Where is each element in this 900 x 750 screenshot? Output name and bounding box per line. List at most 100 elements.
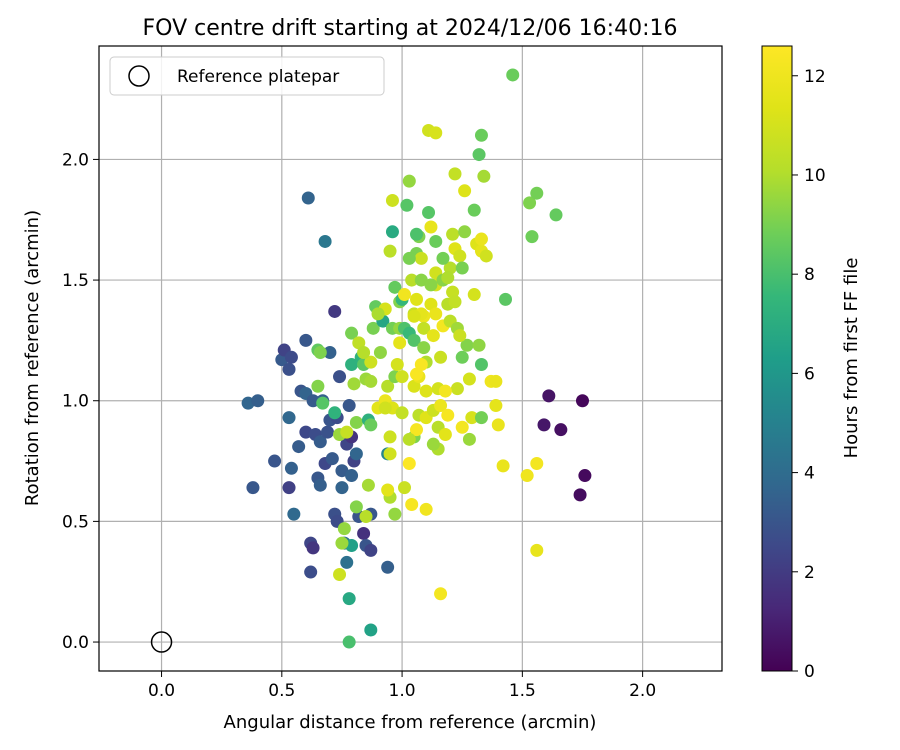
data-point <box>422 206 436 220</box>
data-point <box>364 623 378 637</box>
data-point <box>436 251 450 265</box>
data-point <box>397 288 411 302</box>
y-tick-label: 1.0 <box>62 392 89 412</box>
data-point <box>395 370 409 384</box>
data-point <box>337 522 351 536</box>
data-point <box>357 526 371 540</box>
data-point <box>455 261 469 275</box>
x-tick-label: 2.0 <box>629 681 656 701</box>
data-point <box>499 292 513 306</box>
data-point <box>301 191 315 205</box>
data-point <box>381 379 395 393</box>
data-point <box>407 333 421 347</box>
data-point <box>405 497 419 511</box>
colorbar-label: Hours from first FF file <box>841 258 862 459</box>
data-point <box>342 592 356 606</box>
data-point <box>328 304 342 318</box>
data-point <box>429 126 443 140</box>
data-point <box>373 345 387 359</box>
data-point <box>402 432 416 446</box>
data-points <box>241 68 592 649</box>
data-point <box>390 358 404 372</box>
x-tick-label: 1.0 <box>389 681 416 701</box>
data-point <box>426 329 440 343</box>
data-point <box>417 321 431 335</box>
data-point <box>489 399 503 413</box>
data-point <box>364 355 378 369</box>
data-point <box>282 362 296 376</box>
data-point <box>414 358 428 372</box>
data-point <box>438 428 452 442</box>
data-point <box>402 251 416 265</box>
data-point <box>287 507 301 521</box>
data-point <box>335 481 349 495</box>
data-point <box>448 295 462 309</box>
x-tick-label: 0.5 <box>268 681 295 701</box>
data-point <box>340 555 354 569</box>
data-point <box>333 370 347 384</box>
data-point <box>474 232 488 246</box>
data-point <box>549 208 563 222</box>
data-point <box>333 567 347 581</box>
data-point <box>474 411 488 425</box>
data-point <box>323 345 337 359</box>
data-point <box>417 341 431 355</box>
data-point <box>381 560 395 574</box>
data-point <box>364 543 378 557</box>
data-point <box>520 469 534 483</box>
data-point <box>349 447 363 461</box>
data-point <box>246 481 260 495</box>
data-point <box>450 382 464 396</box>
data-point <box>345 469 359 483</box>
y-tick-label: 0.0 <box>62 633 89 653</box>
data-point <box>364 374 378 388</box>
data-point <box>366 321 380 335</box>
data-point <box>402 174 416 188</box>
data-point <box>410 423 424 437</box>
data-point <box>441 271 455 285</box>
data-point <box>410 227 424 241</box>
data-point <box>378 401 392 415</box>
data-point <box>321 425 335 439</box>
data-point <box>316 396 330 410</box>
data-point <box>313 478 327 492</box>
y-axis-label: Rotation from reference (arcmin) <box>22 210 43 506</box>
data-point <box>441 408 455 422</box>
reference-marker <box>150 631 173 653</box>
data-point <box>424 297 438 311</box>
data-point <box>306 541 320 555</box>
data-point <box>530 543 544 557</box>
data-point <box>424 278 438 292</box>
data-point <box>489 374 503 388</box>
data-point <box>292 440 306 454</box>
data-point <box>299 333 313 347</box>
data-point <box>467 288 481 302</box>
colorbar-tick-label: 6 <box>804 364 815 384</box>
data-point <box>282 411 296 425</box>
colorbar-tick-label: 8 <box>804 265 815 285</box>
data-point <box>282 481 296 495</box>
data-point <box>414 273 428 287</box>
data-point <box>525 230 539 244</box>
data-point <box>462 432 476 446</box>
data-point <box>405 273 419 287</box>
data-point <box>472 338 486 352</box>
data-point <box>361 478 375 492</box>
y-tick-label: 1.5 <box>62 271 89 291</box>
data-point <box>325 452 339 466</box>
data-point <box>371 307 385 321</box>
data-point <box>328 406 342 420</box>
data-point <box>352 336 366 350</box>
data-point <box>400 198 414 212</box>
data-point <box>388 280 402 294</box>
data-point <box>407 309 421 323</box>
data-point <box>542 389 556 403</box>
data-point <box>385 193 399 207</box>
data-point <box>530 456 544 470</box>
data-point <box>575 394 589 408</box>
data-point <box>453 249 467 263</box>
data-point <box>474 128 488 142</box>
data-point <box>349 500 363 514</box>
data-point <box>340 425 354 439</box>
data-point <box>410 367 424 381</box>
